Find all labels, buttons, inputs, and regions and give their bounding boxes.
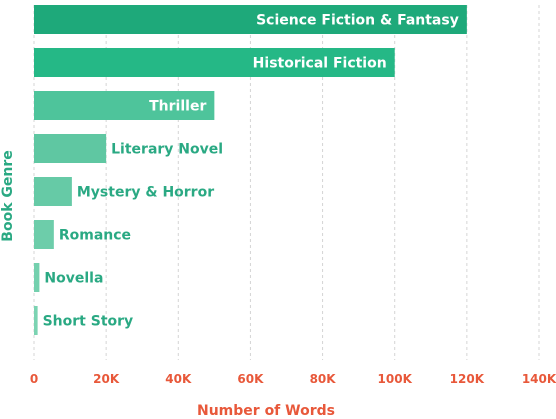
x-axis-title: Number of Words [197,403,335,419]
bar [34,134,107,163]
bar-labels: Science Fiction & Fantasy Historical Fict… [43,13,459,330]
bar-label: Novella [44,271,103,287]
bar [34,48,395,77]
bars [34,5,467,335]
bar [34,306,38,335]
bar [34,91,215,120]
x-tick-label: 0 [30,372,38,386]
y-axis-title: Book Genre [0,150,16,241]
x-tick-labels: 0 20K 40K 60K 80K 100K 120K 140K [30,372,556,386]
x-tick-label: 40K [165,372,192,386]
x-tick-label: 100K [378,372,413,386]
bar [34,177,72,206]
x-tick-label: 60K [237,372,264,386]
bar-label: Thriller [149,99,206,115]
bar-label: Literary Novel [111,142,223,158]
bar [34,220,54,249]
bar-label: Romance [59,228,131,244]
bar-label: Science Fiction & Fantasy [256,13,459,29]
bar [34,5,467,34]
x-tick-label: 140K [522,372,556,386]
bar-label: Historical Fiction [253,56,387,72]
x-tick-label: 20K [93,372,120,386]
bar [34,263,40,292]
x-tick-label: 120K [450,372,485,386]
bar-label: Mystery & Horror [77,185,214,201]
bar-label: Short Story [43,314,134,330]
gridlines [33,5,540,360]
x-tick-label: 80K [310,372,337,386]
